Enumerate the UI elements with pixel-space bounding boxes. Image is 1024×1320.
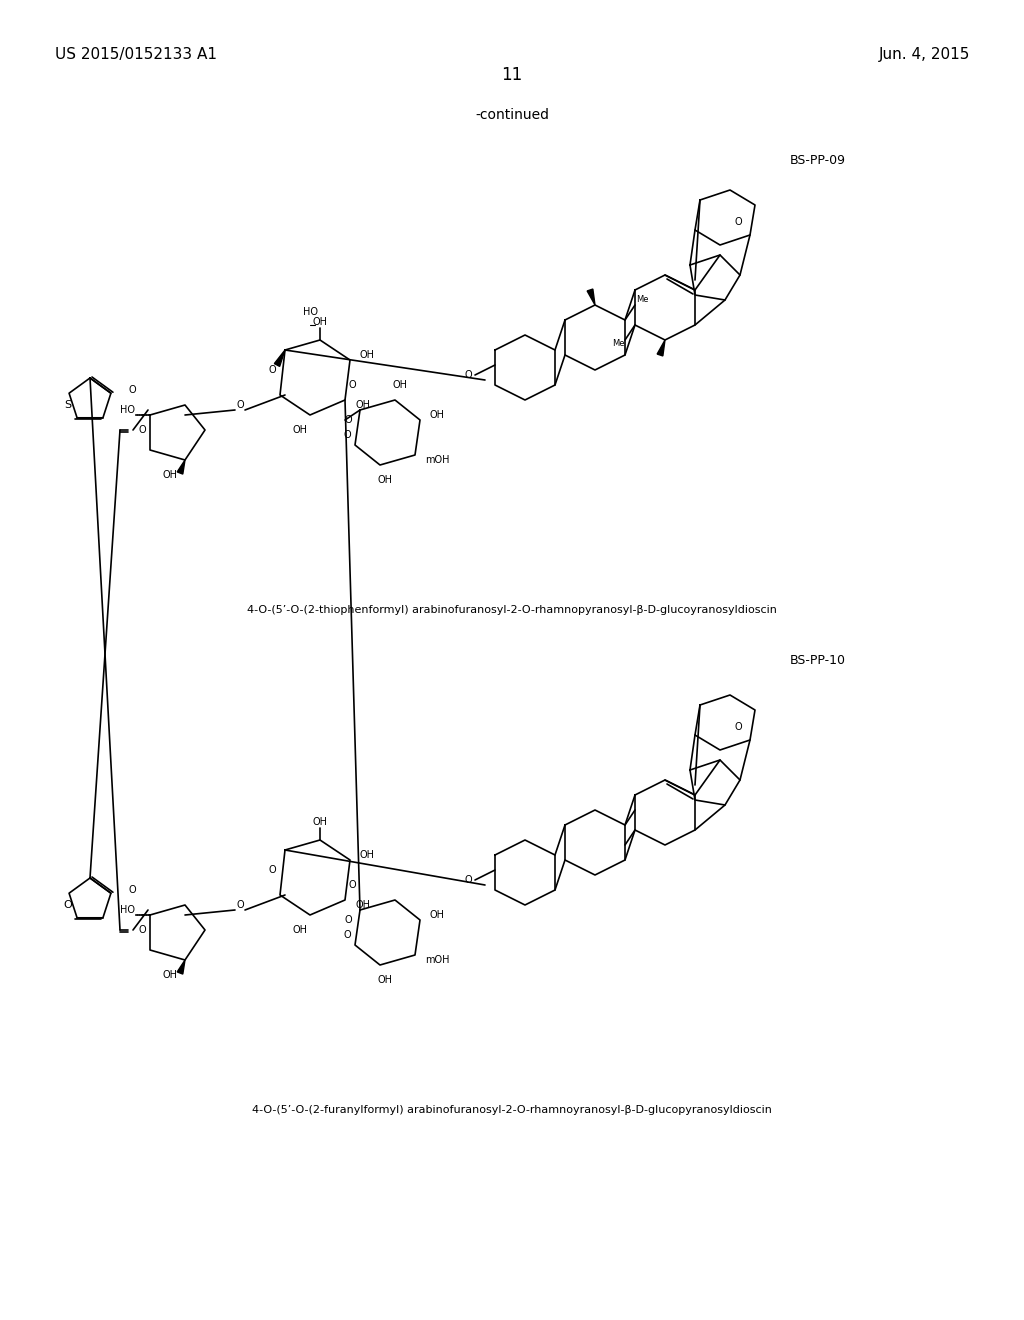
Text: mOH: mOH <box>425 455 450 465</box>
Text: O: O <box>128 385 136 395</box>
Text: OH: OH <box>360 350 375 360</box>
Text: OH: OH <box>312 817 328 828</box>
Text: O: O <box>734 722 741 733</box>
Text: -continued: -continued <box>475 108 549 121</box>
Text: OH: OH <box>378 475 392 484</box>
Polygon shape <box>657 341 665 356</box>
Text: O: O <box>464 875 472 884</box>
Text: OH: OH <box>430 909 445 920</box>
Text: O: O <box>343 931 351 940</box>
Text: OH: OH <box>392 380 408 389</box>
Text: OH: OH <box>355 400 370 411</box>
Text: OH: OH <box>163 970 177 979</box>
Text: S: S <box>65 400 72 411</box>
Text: O: O <box>344 915 352 925</box>
Polygon shape <box>177 459 185 474</box>
Text: OH: OH <box>360 850 375 861</box>
Text: HO: HO <box>120 405 135 414</box>
Text: BS-PP-10: BS-PP-10 <box>790 653 846 667</box>
Text: O: O <box>237 400 244 411</box>
Polygon shape <box>587 289 595 305</box>
Text: BS-PP-09: BS-PP-09 <box>790 153 846 166</box>
Polygon shape <box>274 350 285 367</box>
Text: HO: HO <box>302 308 317 317</box>
Text: O: O <box>268 865 275 875</box>
Text: O: O <box>138 425 145 436</box>
Text: O: O <box>343 430 351 440</box>
Text: Me: Me <box>611 339 625 348</box>
Text: OH: OH <box>293 425 307 436</box>
Text: HO: HO <box>120 906 135 915</box>
Text: US 2015/0152133 A1: US 2015/0152133 A1 <box>55 48 217 62</box>
Polygon shape <box>177 960 185 974</box>
Text: O: O <box>348 880 355 890</box>
Text: Jun. 4, 2015: Jun. 4, 2015 <box>879 48 970 62</box>
Text: 4-O-(5’-O-(2-furanylformyl) arabinofuranosyl-2-O-rhamnoyranosyl-β-D-glucopyranos: 4-O-(5’-O-(2-furanylformyl) arabinofuran… <box>252 1105 772 1115</box>
Text: O: O <box>344 414 352 425</box>
Text: O: O <box>237 900 244 909</box>
Text: OH: OH <box>430 411 445 420</box>
Text: Me: Me <box>636 296 648 305</box>
Text: O: O <box>268 366 275 375</box>
Text: OH: OH <box>163 470 177 480</box>
Text: OH: OH <box>355 900 370 909</box>
Text: OH: OH <box>312 317 328 327</box>
Text: O: O <box>63 900 73 909</box>
Text: O: O <box>128 884 136 895</box>
Text: O: O <box>734 216 741 227</box>
Text: O: O <box>138 925 145 935</box>
Text: OH: OH <box>378 975 392 985</box>
Text: O: O <box>348 380 355 389</box>
Text: 11: 11 <box>502 66 522 84</box>
Text: OH: OH <box>293 925 307 935</box>
Text: 4-O-(5’-O-(2-thiophenformyl) arabinofuranosyl-2-O-rhamnopyranosyl-β-D-glucoyrano: 4-O-(5’-O-(2-thiophenformyl) arabinofura… <box>247 605 777 615</box>
Text: mOH: mOH <box>425 954 450 965</box>
Text: O: O <box>464 370 472 380</box>
